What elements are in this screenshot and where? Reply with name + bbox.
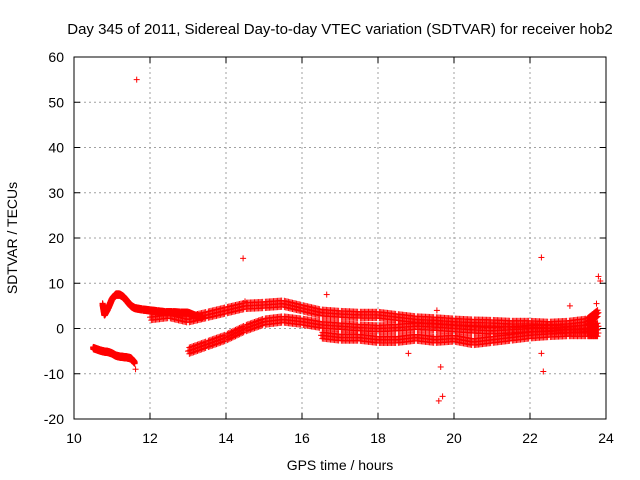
y-tick-label: 40 bbox=[48, 140, 64, 156]
y-tick-label: 50 bbox=[48, 94, 64, 110]
x-tick-label: 12 bbox=[142, 430, 158, 446]
x-tick-label: 24 bbox=[598, 430, 614, 446]
data-points bbox=[90, 76, 604, 404]
data-point-main-upper bbox=[202, 309, 209, 316]
x-axis-title: GPS time / hours bbox=[287, 457, 394, 473]
x-tick-label: 22 bbox=[522, 430, 538, 446]
data-point-outliers bbox=[240, 255, 247, 262]
chart-title: Day 345 of 2011, Sidereal Day-to-day VTE… bbox=[67, 21, 613, 38]
y-tick-label: 10 bbox=[48, 275, 64, 291]
axis-ticks: 10 12 14 16 18 20 22 24 -20 -10 0 10 20 30 40 50 60 bbox=[44, 49, 614, 446]
data-point-outliers bbox=[538, 254, 545, 261]
data-point-outliers bbox=[132, 366, 139, 373]
y-tick-label: -20 bbox=[44, 411, 64, 427]
data-point-outliers bbox=[566, 302, 573, 309]
y-tick-label: -10 bbox=[44, 366, 64, 382]
x-tick-label: 16 bbox=[294, 430, 310, 446]
y-tick-label: 20 bbox=[48, 230, 64, 246]
x-tick-label: 14 bbox=[218, 430, 234, 446]
data-point-outliers bbox=[433, 307, 440, 314]
data-point-early-low-track bbox=[131, 359, 138, 366]
data-point-outliers bbox=[133, 76, 140, 83]
data-point-outliers bbox=[593, 300, 600, 307]
data-point-outliers bbox=[405, 350, 412, 357]
data-point-outliers bbox=[437, 363, 444, 370]
data-point-outliers bbox=[323, 291, 330, 298]
data-point-outliers bbox=[538, 350, 545, 357]
y-axis-title: SDTVAR / TECUs bbox=[4, 182, 20, 294]
y-tick-label: 60 bbox=[48, 49, 64, 65]
x-tick-label: 10 bbox=[66, 430, 82, 446]
data-point-outliers bbox=[435, 397, 442, 404]
x-tick-label: 18 bbox=[370, 430, 386, 446]
y-tick-label: 0 bbox=[56, 321, 64, 337]
x-tick-label: 20 bbox=[446, 430, 462, 446]
data-point-outliers bbox=[439, 393, 446, 400]
y-tick-label: 30 bbox=[48, 185, 64, 201]
grid-lines bbox=[74, 57, 606, 419]
